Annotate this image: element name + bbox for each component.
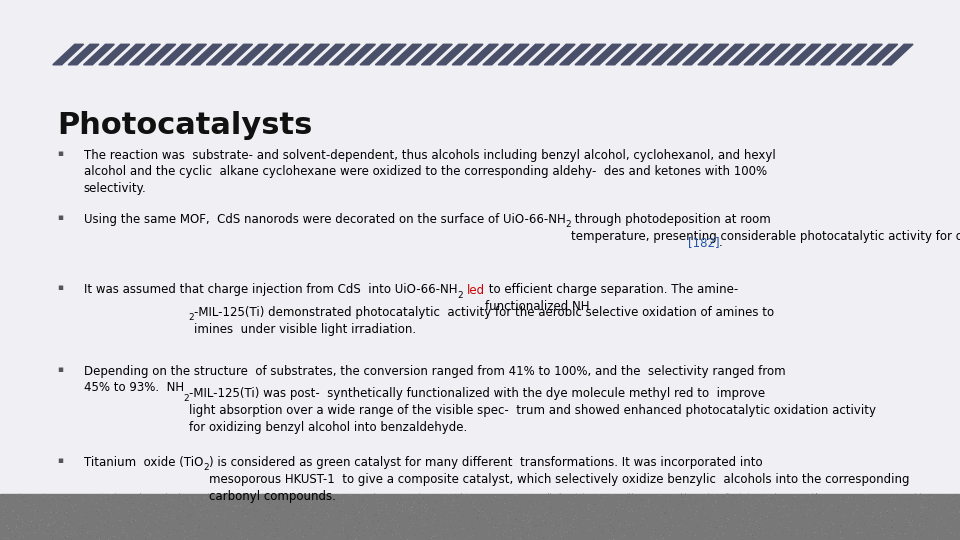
Polygon shape — [759, 44, 790, 65]
Polygon shape — [299, 44, 329, 65]
Polygon shape — [667, 44, 698, 65]
Text: ▪: ▪ — [58, 148, 63, 158]
Text: It was assumed that charge injection from CdS  into UiO-66-NH: It was assumed that charge injection fro… — [84, 284, 457, 296]
Bar — [0, 494, 960, 540]
Text: ▪: ▪ — [58, 364, 63, 374]
Polygon shape — [483, 44, 514, 65]
Polygon shape — [468, 44, 498, 65]
Text: ▪: ▪ — [58, 284, 63, 293]
Polygon shape — [84, 44, 114, 65]
Polygon shape — [252, 44, 283, 65]
Text: Photocatalysts: Photocatalysts — [58, 111, 313, 140]
Text: 2: 2 — [183, 394, 189, 403]
Polygon shape — [636, 44, 667, 65]
Text: .: . — [719, 235, 723, 249]
Polygon shape — [222, 44, 252, 65]
Polygon shape — [176, 44, 206, 65]
Polygon shape — [206, 44, 237, 65]
Polygon shape — [391, 44, 421, 65]
Text: ▪: ▪ — [58, 213, 63, 222]
Polygon shape — [114, 44, 145, 65]
Text: 2: 2 — [565, 220, 571, 230]
Polygon shape — [160, 44, 191, 65]
Text: through photodeposition at room
temperature, presenting considerable photocataly: through photodeposition at room temperat… — [571, 213, 960, 243]
Polygon shape — [329, 44, 360, 65]
Text: ▪: ▪ — [58, 456, 63, 465]
Text: led: led — [467, 284, 485, 296]
Polygon shape — [575, 44, 606, 65]
Polygon shape — [145, 44, 176, 65]
Polygon shape — [560, 44, 590, 65]
Polygon shape — [775, 44, 805, 65]
Polygon shape — [268, 44, 299, 65]
Text: [182]: [182] — [687, 235, 719, 249]
Polygon shape — [360, 44, 391, 65]
Text: 2: 2 — [203, 463, 208, 472]
Polygon shape — [421, 44, 452, 65]
Polygon shape — [729, 44, 759, 65]
Text: 2: 2 — [188, 313, 194, 322]
Polygon shape — [437, 44, 468, 65]
Polygon shape — [314, 44, 345, 65]
Polygon shape — [621, 44, 652, 65]
Polygon shape — [345, 44, 375, 65]
Polygon shape — [821, 44, 852, 65]
Polygon shape — [529, 44, 560, 65]
Polygon shape — [867, 44, 898, 65]
Polygon shape — [99, 44, 130, 65]
Text: Depending on the structure  of substrates, the conversion ranged from 41% to 100: Depending on the structure of substrates… — [84, 364, 785, 394]
Polygon shape — [544, 44, 575, 65]
Text: The reaction was  substrate- and solvent-dependent, thus alcohols including benz: The reaction was substrate- and solvent-… — [84, 148, 776, 195]
Text: to efficient charge separation. The amine-
functionalized NH: to efficient charge separation. The amin… — [485, 284, 738, 313]
Text: ) is considered as green catalyst for many different  transformations. It was in: ) is considered as green catalyst for ma… — [208, 456, 909, 503]
Polygon shape — [836, 44, 867, 65]
Polygon shape — [698, 44, 729, 65]
Text: 2: 2 — [457, 291, 463, 300]
Polygon shape — [283, 44, 314, 65]
Text: -MIL-125(Ti) was post-  synthetically functionalized with the dye molecule methy: -MIL-125(Ti) was post- synthetically fun… — [189, 387, 876, 434]
Polygon shape — [683, 44, 713, 65]
Text: Titanium  oxide (TiO: Titanium oxide (TiO — [84, 456, 203, 469]
Polygon shape — [805, 44, 836, 65]
Polygon shape — [191, 44, 222, 65]
Polygon shape — [452, 44, 483, 65]
Polygon shape — [852, 44, 882, 65]
Polygon shape — [514, 44, 544, 65]
Polygon shape — [606, 44, 636, 65]
Polygon shape — [237, 44, 268, 65]
Polygon shape — [882, 44, 913, 65]
Polygon shape — [790, 44, 821, 65]
Polygon shape — [652, 44, 683, 65]
Polygon shape — [744, 44, 775, 65]
Polygon shape — [713, 44, 744, 65]
Polygon shape — [375, 44, 406, 65]
Text: Using the same MOF,  CdS nanorods were decorated on the surface of UiO-66-NH: Using the same MOF, CdS nanorods were de… — [84, 213, 565, 226]
Polygon shape — [53, 44, 84, 65]
Polygon shape — [590, 44, 621, 65]
Polygon shape — [498, 44, 529, 65]
Polygon shape — [68, 44, 99, 65]
Polygon shape — [406, 44, 437, 65]
Text: -MIL-125(Ti) demonstrated photocatalytic  activity for the aerobic selective oxi: -MIL-125(Ti) demonstrated photocatalytic… — [194, 306, 774, 336]
Polygon shape — [130, 44, 160, 65]
